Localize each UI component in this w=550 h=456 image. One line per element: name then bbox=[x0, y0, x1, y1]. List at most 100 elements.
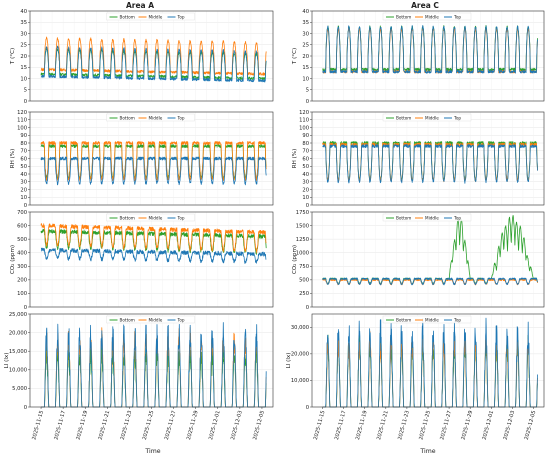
series-line-top bbox=[40, 322, 267, 408]
legend-label-top: Top bbox=[177, 318, 185, 323]
ytick-label: 60 bbox=[302, 156, 309, 162]
ytick-label: 10 bbox=[302, 195, 309, 201]
legend-label-bottom: Bottom bbox=[396, 116, 411, 121]
legend-box bbox=[382, 113, 472, 122]
panel-c-li: 0 10,000 20,000 30,000 LI (lx) Bottom Middle To… bbox=[286, 313, 545, 441]
ytick-label: 50 bbox=[20, 164, 27, 170]
legend-label-bottom: Bottom bbox=[396, 15, 411, 20]
xtick-label: 2025-11-21 bbox=[376, 410, 390, 441]
legend-label-bottom: Bottom bbox=[396, 216, 411, 221]
xtick-label: 2025-11-23 bbox=[120, 410, 134, 441]
ytick-label: 0 bbox=[306, 305, 309, 311]
legend-box bbox=[106, 113, 195, 122]
ytick-label: 15 bbox=[302, 65, 309, 71]
xtick-label: 2025-11-29 bbox=[461, 410, 475, 441]
legend-label-bottom: Bottom bbox=[120, 15, 135, 20]
ytick-label: 10 bbox=[302, 76, 309, 82]
legend-label-bottom: Bottom bbox=[120, 318, 135, 323]
series-line-top bbox=[40, 45, 267, 83]
ytick-label: 5 bbox=[306, 88, 309, 94]
ytick-label: 100 bbox=[17, 291, 27, 297]
ytick-label: 15 bbox=[20, 65, 27, 71]
xlabel-right: Time bbox=[419, 448, 435, 455]
xtick-label: 2025-12-05 bbox=[252, 410, 266, 441]
ytick-label: 40 bbox=[302, 172, 309, 178]
legend: Bottom Middle Top bbox=[106, 113, 195, 122]
panel-a-co2: 0 100 200 300 400 500 600 700 CO₂ (ppm) Bottom Mid… bbox=[10, 210, 274, 311]
legend: Bottom Middle Top bbox=[382, 12, 472, 21]
ytick-label: 100 bbox=[299, 125, 309, 131]
legend-box bbox=[106, 12, 195, 21]
ytick-label: 30 bbox=[302, 180, 309, 186]
ytick-label: 700 bbox=[17, 210, 27, 216]
panel-a-li: 0 5,000 10,000 15,000 20,000 25,000 LI (lx) Bot… bbox=[4, 312, 274, 441]
ytick-label: 0 bbox=[306, 203, 309, 209]
ytick-label: 20 bbox=[302, 54, 309, 60]
ytick-label: 100 bbox=[17, 125, 27, 131]
legend: Bottom Middle Top bbox=[382, 213, 472, 222]
ytick-label: 90 bbox=[20, 133, 27, 139]
xtick-label: 2025-12-05 bbox=[524, 410, 538, 441]
legend-label-top: Top bbox=[177, 216, 185, 221]
xtick-label: 2025-11-17 bbox=[53, 410, 67, 441]
xtick-label: 2025-11-25 bbox=[418, 410, 432, 441]
ytick-label: 70 bbox=[302, 149, 309, 155]
ytick-label: 20,000 bbox=[9, 330, 27, 336]
xtick-label: 2025-11-19 bbox=[76, 410, 90, 441]
ytick-label: 300 bbox=[17, 264, 27, 270]
xtick-label: 2025-11-19 bbox=[355, 410, 369, 441]
plot-frame bbox=[311, 111, 545, 206]
ytick-label: 25,000 bbox=[9, 312, 27, 318]
ytick-label: 40 bbox=[302, 9, 309, 15]
series-line-middle bbox=[40, 223, 267, 254]
legend-label-top: Top bbox=[177, 15, 185, 20]
series-line-top bbox=[322, 277, 538, 286]
legend-label-bottom: Bottom bbox=[120, 216, 135, 221]
ytick-label: 120 bbox=[299, 110, 309, 116]
xtick-label: 2025-11-23 bbox=[397, 410, 411, 441]
ytick-label: 40 bbox=[20, 172, 27, 178]
legend-label-bottom: Bottom bbox=[120, 116, 135, 121]
legend-box bbox=[382, 315, 472, 324]
ytick-label: 20 bbox=[20, 54, 27, 60]
ytick-label: 30,000 bbox=[291, 325, 309, 331]
xtick-label: 2025-11-27 bbox=[439, 410, 453, 441]
plot-frame bbox=[311, 10, 545, 102]
ytick-label: 35 bbox=[302, 20, 309, 26]
xtick-label: 2025-11-15 bbox=[313, 410, 327, 441]
ytick-label: 500 bbox=[17, 237, 27, 243]
ytick-label: 70 bbox=[20, 149, 27, 155]
legend: Bottom Middle Top bbox=[106, 315, 195, 324]
xlabel-left: Time bbox=[144, 448, 160, 455]
col-title-area-a: Area A bbox=[126, 1, 154, 10]
legend-label-top: Top bbox=[453, 216, 461, 221]
ytick-label: 25 bbox=[20, 43, 27, 49]
ytick-label: 90 bbox=[302, 133, 309, 139]
legend: Bottom Middle Top bbox=[382, 315, 472, 324]
ytick-label: 5 bbox=[24, 88, 27, 94]
ytick-label: 20 bbox=[20, 187, 27, 193]
legend-label-middle: Middle bbox=[149, 216, 163, 221]
ytick-label: 10 bbox=[20, 76, 27, 82]
legend-label-bottom: Bottom bbox=[396, 318, 411, 323]
ytick-label: 1250 bbox=[296, 237, 309, 243]
ytick-label: 10,000 bbox=[9, 368, 27, 374]
legend-box bbox=[382, 12, 472, 21]
xtick-label: 2025-11-17 bbox=[334, 410, 348, 441]
legend-box bbox=[106, 315, 195, 324]
plot-frame bbox=[29, 111, 274, 206]
xtick-label: 2025-11-15 bbox=[31, 410, 45, 441]
ytick-label: 0 bbox=[306, 405, 309, 411]
ytick-label: 0 bbox=[24, 99, 27, 105]
ytick-label: 30 bbox=[20, 180, 27, 186]
legend: Bottom Middle Top bbox=[106, 12, 195, 21]
legend: Bottom Middle Top bbox=[106, 213, 195, 222]
legend-label-top: Top bbox=[453, 116, 461, 121]
legend-label-middle: Middle bbox=[149, 15, 163, 20]
legend-label-middle: Middle bbox=[149, 318, 163, 323]
xtick-label: 2025-11-27 bbox=[164, 410, 178, 441]
ytick-label: 80 bbox=[302, 141, 309, 147]
ytick-label: 0 bbox=[24, 405, 27, 411]
ytick-label: 400 bbox=[17, 251, 27, 257]
series-line-top bbox=[40, 247, 267, 264]
